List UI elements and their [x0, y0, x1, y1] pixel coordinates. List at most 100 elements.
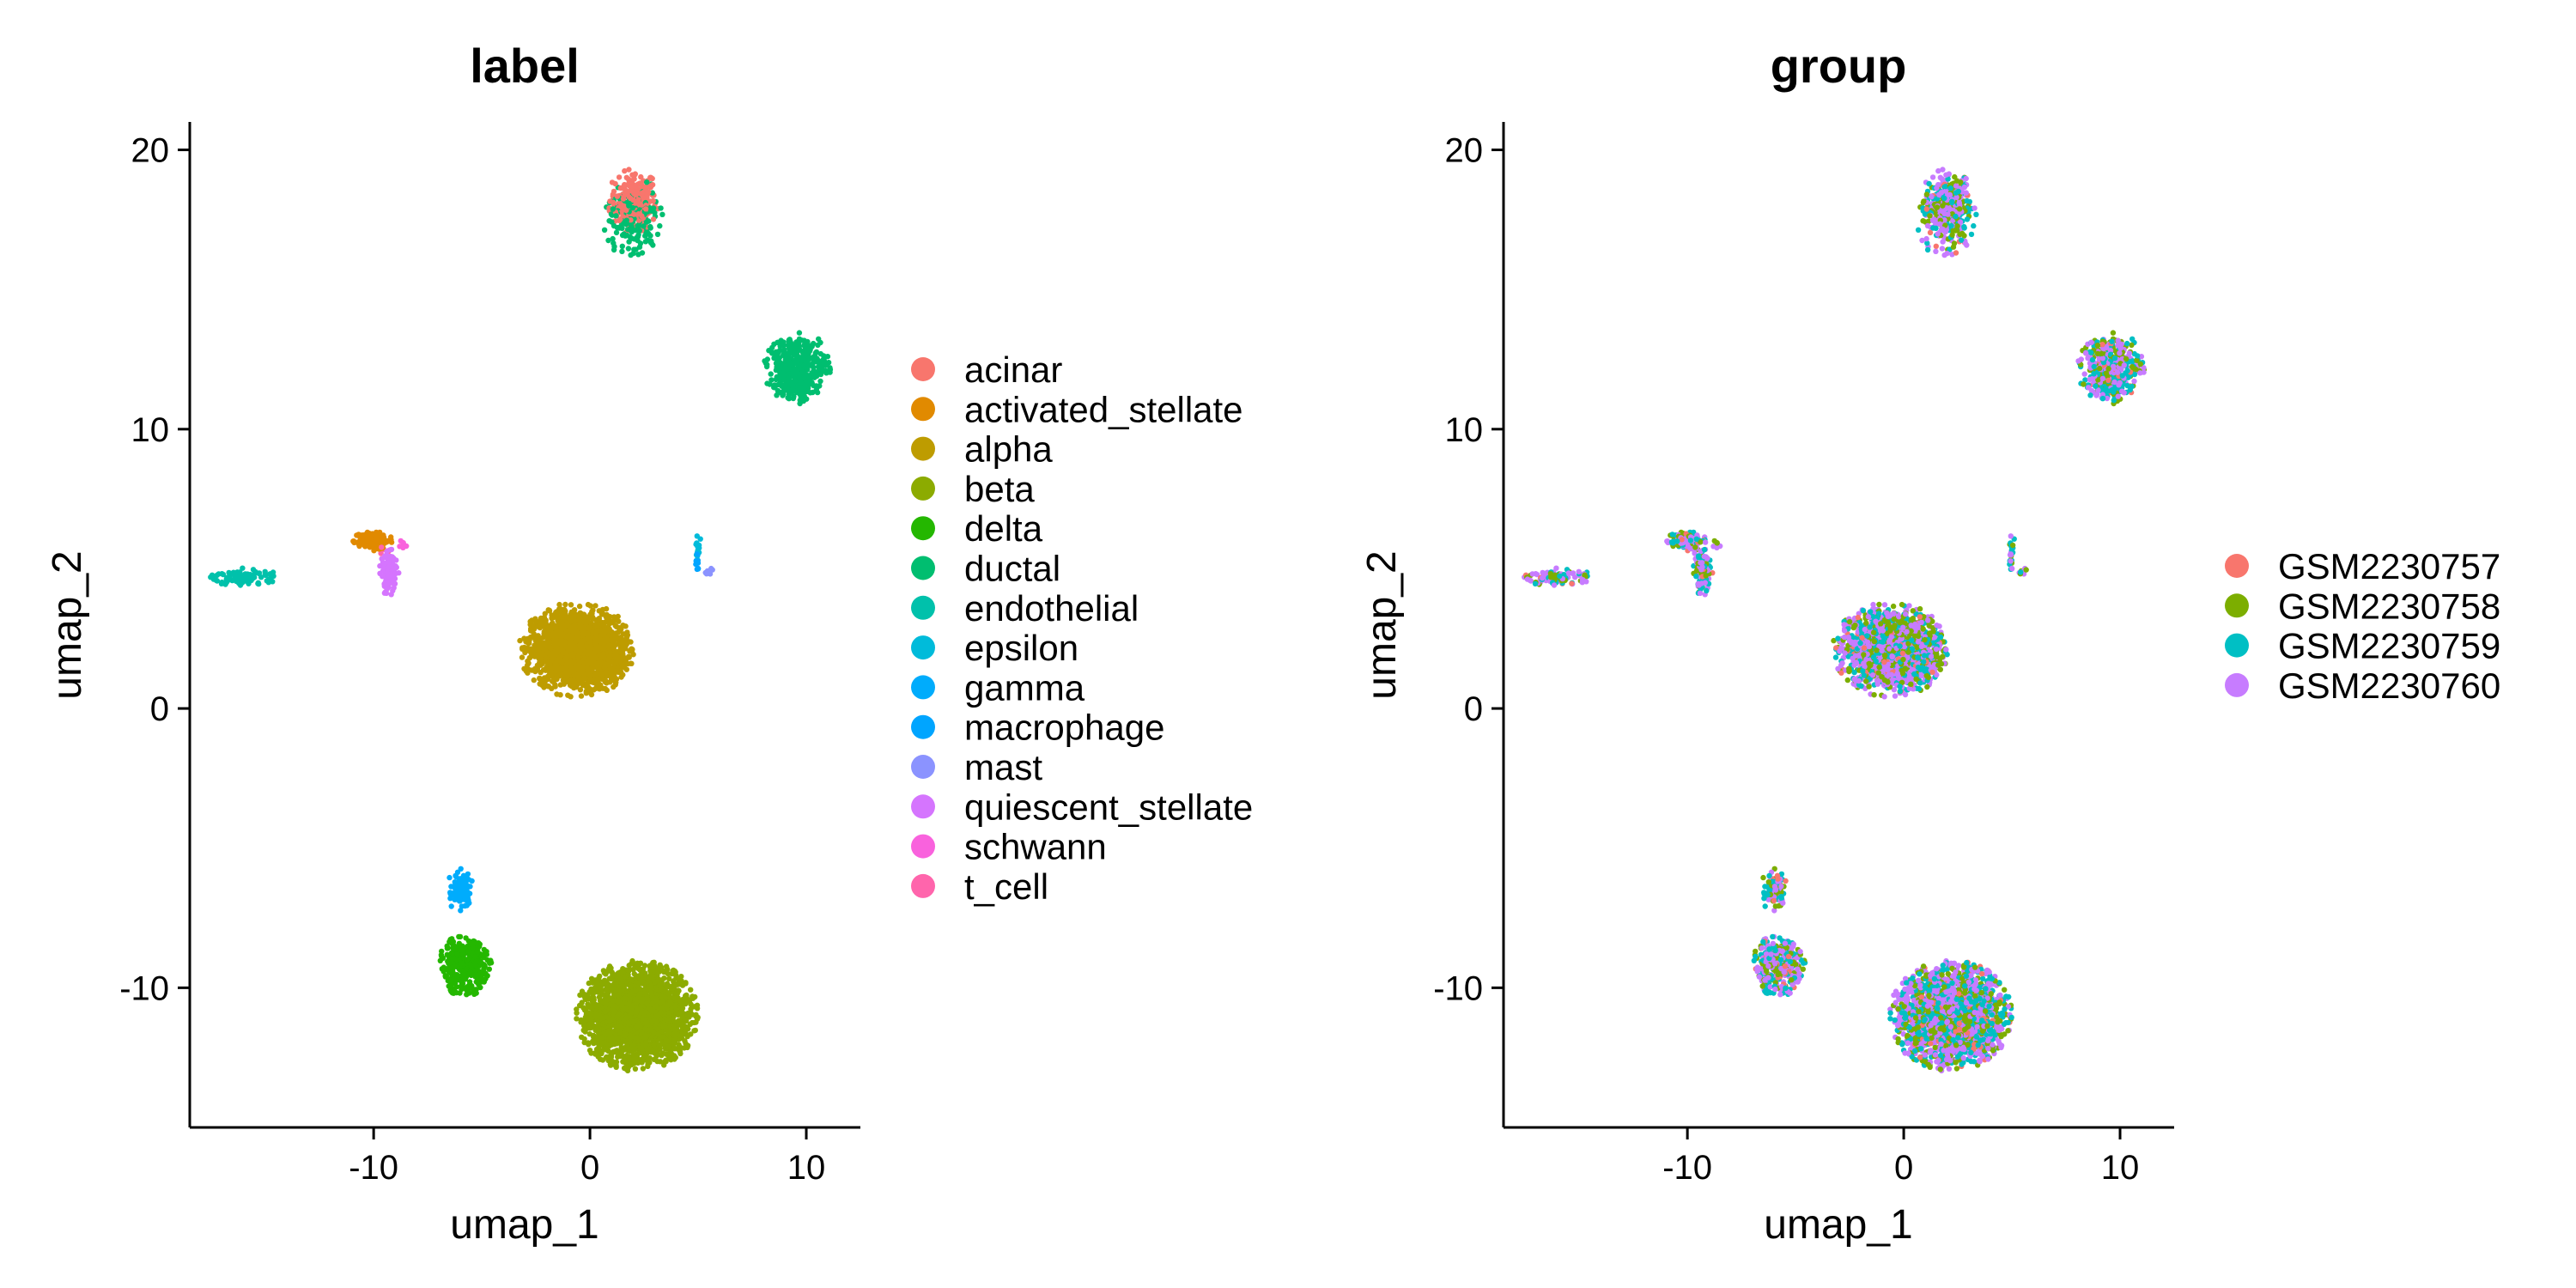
scatter-point: [350, 538, 356, 544]
scatter-point: [574, 1010, 580, 1016]
scatter-point: [448, 988, 454, 994]
scatter-point: [459, 986, 465, 993]
scatter-point: [601, 977, 608, 984]
scatter-point: [270, 579, 276, 585]
scatter-point: [387, 546, 394, 553]
scatter-point: [659, 211, 665, 217]
scatter-point: [268, 572, 274, 578]
scatter-point: [262, 568, 268, 574]
scatter-point: [816, 336, 822, 342]
scatter-point: [650, 197, 656, 204]
scatter-point: [666, 975, 672, 982]
scatter-point: [550, 678, 556, 684]
scatter-point: [622, 181, 628, 188]
scatter-point: [620, 623, 626, 629]
scatter-point: [578, 693, 585, 699]
scatter-point: [615, 1035, 621, 1042]
scatter-point: [562, 601, 568, 608]
scatter-point: [568, 602, 574, 608]
scatter-point: [576, 603, 583, 610]
scatter-point: [240, 565, 246, 571]
scatter-points: [208, 167, 834, 1074]
scatter-point: [481, 979, 487, 985]
scatter-point: [456, 940, 462, 947]
scatter-point: [647, 225, 653, 231]
scatter-point: [476, 981, 482, 987]
scatter-point: [654, 231, 661, 238]
scatter-point: [601, 227, 608, 233]
scatter-point: [691, 1019, 697, 1026]
scatter-point: [786, 342, 792, 348]
scatter-point: [637, 240, 644, 246]
scatter-point: [622, 1057, 628, 1064]
scatter-point: [637, 960, 644, 967]
scatter-point: [568, 694, 574, 700]
scatter-point: [675, 1012, 681, 1018]
scatter-point: [623, 174, 629, 180]
scatter-point: [812, 350, 818, 356]
scatter-point: [625, 1020, 631, 1026]
scatter-point: [694, 558, 700, 564]
scatter-point: [589, 999, 596, 1005]
scatter-point: [604, 680, 610, 686]
scatter-point: [532, 668, 538, 674]
scatter-point: [400, 539, 406, 546]
scatter-point: [469, 985, 475, 992]
scatter-point: [610, 235, 616, 242]
scatter-point: [527, 622, 533, 628]
scatter-point: [767, 381, 773, 387]
scatter-point: [619, 248, 625, 254]
scatter-point: [605, 237, 611, 244]
scatter-point: [805, 373, 811, 379]
scatter-point: [606, 218, 612, 224]
scatter-point: [695, 565, 702, 572]
scatter-point: [695, 1014, 701, 1021]
scatter-point: [606, 626, 612, 632]
scatter-point: [380, 574, 386, 580]
scatter-point: [626, 963, 632, 969]
scatter-point: [532, 618, 539, 625]
scatter-point: [639, 969, 645, 975]
scatter-point: [694, 533, 700, 539]
scatter-point: [538, 623, 544, 629]
scatter-point: [612, 180, 618, 187]
scatter-point: [611, 1061, 617, 1068]
scatter-point: [258, 574, 264, 580]
scatter-point: [613, 229, 620, 236]
scatter-point: [531, 677, 537, 683]
scatter-point: [437, 957, 443, 964]
scatter-point: [824, 354, 831, 360]
scatter-point: [468, 940, 475, 946]
scatter-point: [672, 1003, 678, 1010]
scatter-point: [483, 949, 489, 955]
scatter-point: [585, 1010, 592, 1016]
scatter-point: [694, 551, 701, 557]
scatter-point: [639, 250, 646, 256]
scatter-point: [626, 653, 632, 659]
scatter-point: [687, 1021, 693, 1028]
scatter-point: [811, 368, 817, 374]
scatter-point: [378, 550, 384, 556]
scatter-point: [439, 948, 445, 955]
scatter-point: [216, 571, 222, 577]
scatter-point: [541, 614, 548, 621]
scatter-point: [813, 386, 819, 393]
scatter-point: [684, 1042, 691, 1048]
scatter-point: [574, 671, 580, 677]
scatter-point: [640, 1042, 646, 1048]
scatter-point: [521, 635, 527, 641]
scatter-point: [801, 393, 807, 399]
scatter-point: [623, 1066, 629, 1072]
scatter-point: [622, 167, 628, 174]
scatter-point: [447, 939, 453, 945]
scatter-point: [635, 222, 641, 229]
scatter-point: [486, 966, 492, 972]
scatter-point: [556, 672, 562, 678]
scatter-point: [671, 1037, 677, 1044]
scatter-point: [594, 989, 601, 995]
scatter-point: [606, 963, 613, 969]
scatter-point: [527, 634, 534, 641]
scatter-point: [448, 903, 454, 909]
